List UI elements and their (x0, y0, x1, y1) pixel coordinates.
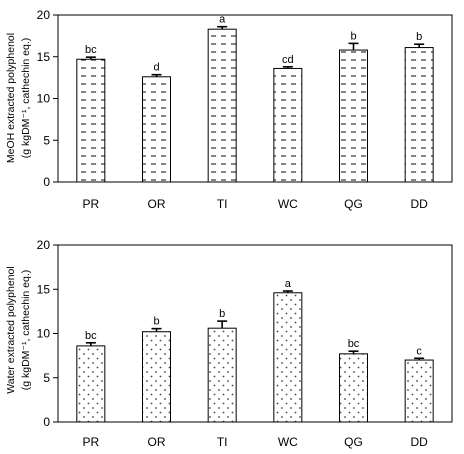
water-bar-dd (404, 359, 434, 423)
water-category-label: WC (278, 435, 298, 449)
water-category-label: QG (344, 435, 363, 449)
meoh-y-tick-label: 15 (37, 50, 51, 64)
water-y-axis-label: Water extracted polyphenol (g kgDM⁻¹, cat… (5, 266, 32, 393)
water-chart-panel: Water extracted polyphenol (g kgDM⁻¹, cat… (5, 238, 453, 449)
water-y-tick-label: 10 (37, 327, 51, 341)
meoh-y-tick-label: 10 (37, 92, 51, 106)
water-y-label-line-1: Water extracted polyphenol (5, 266, 17, 393)
water-significance-letter: b (219, 308, 225, 320)
water-category-label: TI (217, 435, 228, 449)
water-bar-or (142, 331, 171, 423)
water-y-tick-label: 20 (37, 238, 51, 252)
meoh-category-label: OR (148, 197, 166, 211)
water-significance-letter: a (285, 278, 292, 290)
water-significance-letter: bc (348, 338, 360, 350)
water-y-tick-label: 15 (37, 282, 51, 296)
water-bar-pr (76, 345, 106, 423)
meoh-y-tick-label: 5 (43, 133, 50, 147)
water-bar-qg (339, 353, 368, 423)
water-bar-ti (207, 327, 237, 423)
meoh-significance-letter: bc (85, 44, 97, 56)
water-y-tick-label: 5 (43, 371, 50, 385)
water-plot-frame (57, 244, 453, 423)
water-category-label: PR (82, 435, 99, 449)
meoh-chart-panel: MeOH extracted polyphenol (g kgDM⁻¹, cath… (5, 8, 453, 211)
water-y-tick-label: 0 (43, 415, 50, 429)
meoh-bar-qg (339, 49, 368, 183)
meoh-significance-letter: b (350, 30, 356, 42)
water-bar-wc (273, 292, 303, 423)
water-significance-letter: bc (85, 330, 97, 342)
meoh-plot-frame (57, 14, 453, 183)
meoh-bar-pr (76, 58, 106, 183)
meoh-bar-or (142, 76, 171, 183)
meoh-category-label: QG (344, 197, 363, 211)
water-y-label-line-2: (g kgDM⁻¹, cathechin eq.) (20, 270, 32, 391)
meoh-y-label-line-1: MeOH extracted polyphenol (5, 33, 17, 163)
water-category-label: OR (148, 435, 166, 449)
meoh-bar-wc (273, 67, 303, 183)
meoh-y-axis-label: MeOH extracted polyphenol (g kgDM⁻¹, cath… (5, 33, 32, 163)
meoh-significance-letter: b (416, 31, 422, 43)
meoh-significance-letter: cd (282, 54, 294, 66)
meoh-category-label: PR (82, 197, 99, 211)
meoh-y-tick-label: 20 (37, 8, 51, 22)
water-category-label: DD (410, 435, 428, 449)
water-plot-area: 0 5 10 15 20 bc PR b OR b TI a WC bc QG c DD (37, 238, 453, 449)
meoh-category-label: DD (410, 197, 428, 211)
water-significance-letter: c (416, 345, 422, 357)
meoh-plot-area: 0 5 10 15 20 bc PR d OR a TI cd WC b QG b DD (37, 8, 453, 211)
meoh-bar-dd (404, 47, 434, 183)
meoh-y-label-line-2: (g kgDM⁻¹, cathechin eq.) (20, 38, 32, 159)
meoh-y-tick-label: 0 (43, 175, 50, 189)
meoh-category-label: TI (217, 197, 228, 211)
meoh-bar-ti (207, 28, 237, 183)
meoh-significance-letter: a (219, 14, 226, 26)
meoh-significance-letter: d (153, 62, 159, 74)
water-significance-letter: b (153, 316, 159, 328)
meoh-category-label: WC (278, 197, 298, 211)
